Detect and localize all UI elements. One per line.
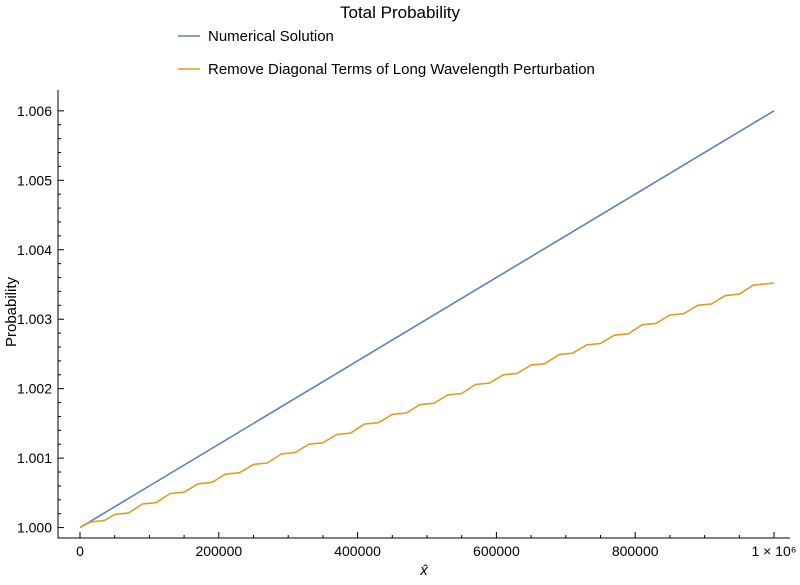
y-tick-label: 1.005 bbox=[17, 172, 52, 188]
y-tick-label: 1.001 bbox=[17, 450, 52, 466]
plot-area: 1.000 1.001 1.002 1.003 1.004 1.005 1.006 0 200… bbox=[17, 90, 797, 559]
x-ticks: 0 200000 400000 600000 800000 1 × 10⁶ bbox=[76, 532, 797, 559]
y-tick-label: 1.002 bbox=[17, 381, 52, 397]
x-tick-label: 400000 bbox=[334, 543, 381, 559]
y-tick-label: 1.006 bbox=[17, 103, 52, 119]
x-tick-label: 800000 bbox=[612, 543, 659, 559]
series-line-numerical bbox=[79, 110, 775, 529]
x-tick-label: 0 bbox=[76, 543, 84, 559]
y-axis-label: Probability bbox=[3, 276, 20, 347]
y-tick-label: 1.003 bbox=[17, 311, 52, 327]
y-tick-label: 1.004 bbox=[17, 242, 52, 258]
x-tick-label: 600000 bbox=[473, 543, 520, 559]
chart-title: Total Probability bbox=[340, 3, 461, 22]
x-axis-label: x̂ bbox=[419, 562, 428, 579]
legend-entry-remove-diagonal: Remove Diagonal Terms of Long Wavelength… bbox=[178, 61, 595, 78]
legend-label-remove-diagonal: Remove Diagonal Terms of Long Wavelength… bbox=[208, 61, 595, 78]
series-layer bbox=[79, 110, 775, 529]
x-tick-label: 200000 bbox=[195, 543, 242, 559]
x-tick-label: 1 × 10⁶ bbox=[751, 543, 796, 559]
legend-entry-numerical: Numerical Solution bbox=[178, 28, 334, 45]
legend: Numerical Solution Remove Diagonal Terms… bbox=[178, 28, 595, 78]
legend-label-numerical: Numerical Solution bbox=[208, 28, 334, 45]
series-line-remove-diagonal bbox=[79, 282, 775, 529]
y-tick-label: 1.000 bbox=[17, 520, 52, 536]
y-ticks: 1.000 1.001 1.002 1.003 1.004 1.005 1.006 bbox=[17, 103, 64, 536]
